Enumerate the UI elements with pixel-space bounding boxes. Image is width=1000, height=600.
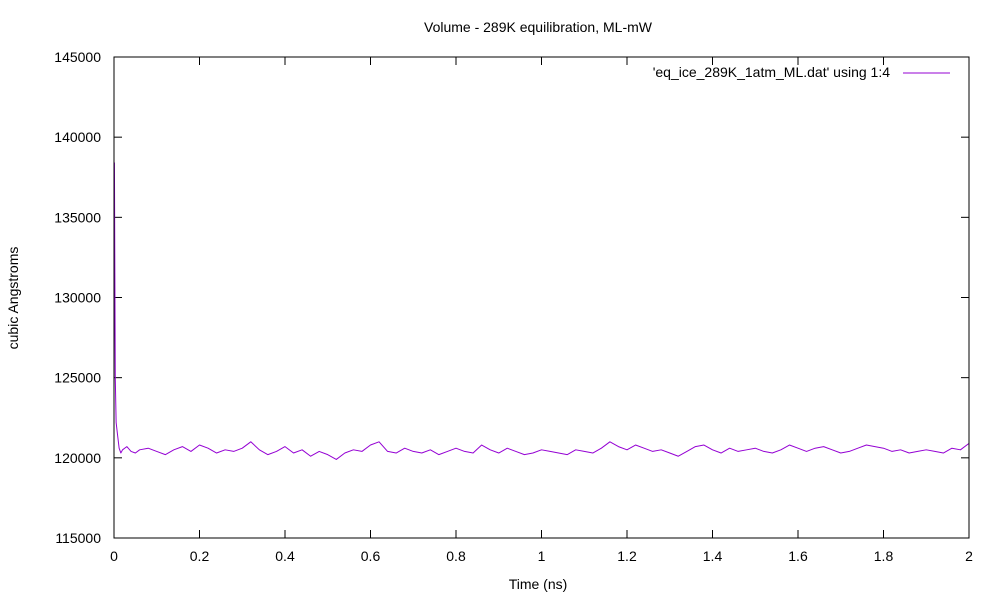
y-tick-label: 140000	[54, 129, 101, 145]
x-tick-label: 1.2	[617, 548, 637, 564]
y-tick-label: 135000	[54, 209, 101, 225]
y-tick-label: 125000	[54, 370, 101, 386]
series-layer	[113, 162, 970, 460]
y-axis-label: cubic Angstroms	[5, 247, 21, 350]
y-tick-label: 130000	[54, 290, 101, 306]
x-axis-label: Time (ns)	[509, 576, 568, 592]
y-tick-label: 145000	[54, 49, 101, 65]
x-tick-label: 1.8	[874, 548, 894, 564]
chart-title: Volume - 289K equilibration, ML-mW	[424, 19, 653, 35]
x-tick-label: 0.4	[275, 548, 295, 564]
legend: 'eq_ice_289K_1atm_ML.dat' using 1:4	[653, 64, 950, 80]
x-tick-label: 1.4	[703, 548, 723, 564]
series-line-0	[113, 162, 970, 460]
x-tick-label: 0.8	[446, 548, 466, 564]
y-tick-label: 120000	[54, 450, 101, 466]
x-tick-label: 1.6	[788, 548, 808, 564]
x-tick-label: 0.6	[361, 548, 381, 564]
y-tick-label: 115000	[55, 530, 101, 546]
plot-frame	[113, 56, 970, 539]
x-tick-label: 2	[965, 548, 973, 564]
y-axis-ticks: 115000 120000 125000 130000 135000 140000 1450…	[54, 49, 969, 546]
x-tick-label: 0.2	[190, 548, 210, 564]
x-axis-ticks: 0 0.2 0.4 0.6 0.8 1 1.2 1.4 1.6 1.8 2	[110, 57, 973, 564]
x-tick-label: 0	[110, 548, 118, 564]
x-tick-label: 1	[538, 548, 546, 564]
legend-label: 'eq_ice_289K_1atm_ML.dat' using 1:4	[653, 64, 891, 80]
